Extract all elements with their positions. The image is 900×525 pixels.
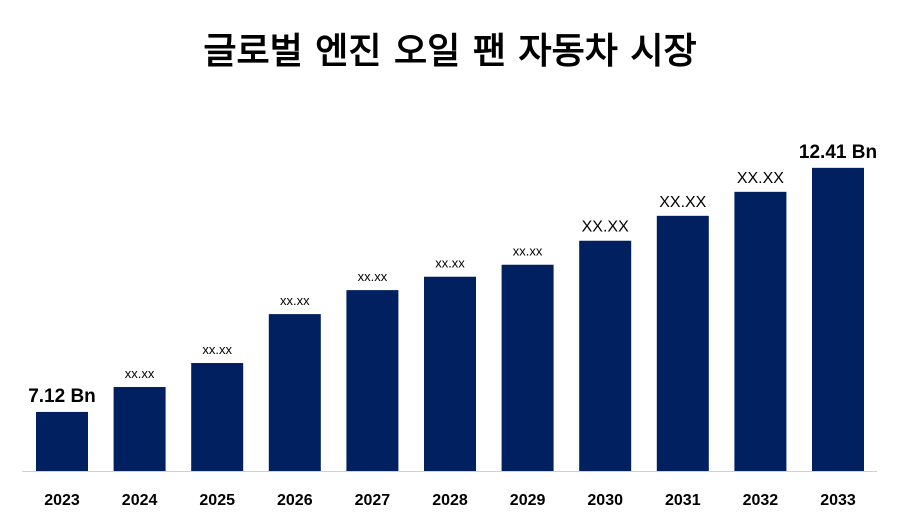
data-label-2025: xx.xx <box>202 342 232 357</box>
x-tick-label-2025: 2025 <box>199 492 235 509</box>
bar-2031 <box>656 215 709 471</box>
x-tick-label-2033: 2033 <box>820 492 856 509</box>
chart-title: 글로벌 엔진 오일 팬 자동차 시장 <box>203 31 697 72</box>
x-tick-label-2024: 2024 <box>122 492 158 509</box>
x-tick-label-2026: 2026 <box>277 492 313 509</box>
x-tick-label-2029: 2029 <box>510 492 546 509</box>
data-label-2031: XX.XX <box>659 194 706 211</box>
data-label-2028: xx.xx <box>435 256 465 271</box>
data-label-2032: XX.XX <box>737 170 784 187</box>
x-tick-label-2032: 2032 <box>743 492 779 509</box>
bar-2027 <box>346 290 399 471</box>
data-label-2027: xx.xx <box>358 269 388 284</box>
bar-2028 <box>424 276 476 471</box>
x-tick-label-2028: 2028 <box>432 492 468 509</box>
data-label-2024: xx.xx <box>125 366 155 381</box>
bar-2029 <box>501 264 554 471</box>
x-tick-label-2031: 2031 <box>665 492 701 509</box>
data-label-2033: 12.41 Bn <box>799 142 877 163</box>
x-tick-label-2023: 2023 <box>44 492 80 509</box>
x-tick-label-2027: 2027 <box>355 492 391 509</box>
bar-2025 <box>191 363 244 471</box>
bar-2032 <box>734 191 787 471</box>
data-label-2023: 7.12 Bn <box>28 386 96 407</box>
bar-2026 <box>268 314 321 471</box>
data-label-2026: xx.xx <box>280 293 310 308</box>
data-label-2029: xx.xx <box>513 244 543 259</box>
bar-2023 <box>36 411 88 471</box>
x-tick-label-2030: 2030 <box>587 492 623 509</box>
bar-2024 <box>113 387 166 471</box>
bar-2033 <box>812 167 864 471</box>
bar-2030 <box>579 240 632 471</box>
data-label-2030: XX.XX <box>582 219 629 236</box>
